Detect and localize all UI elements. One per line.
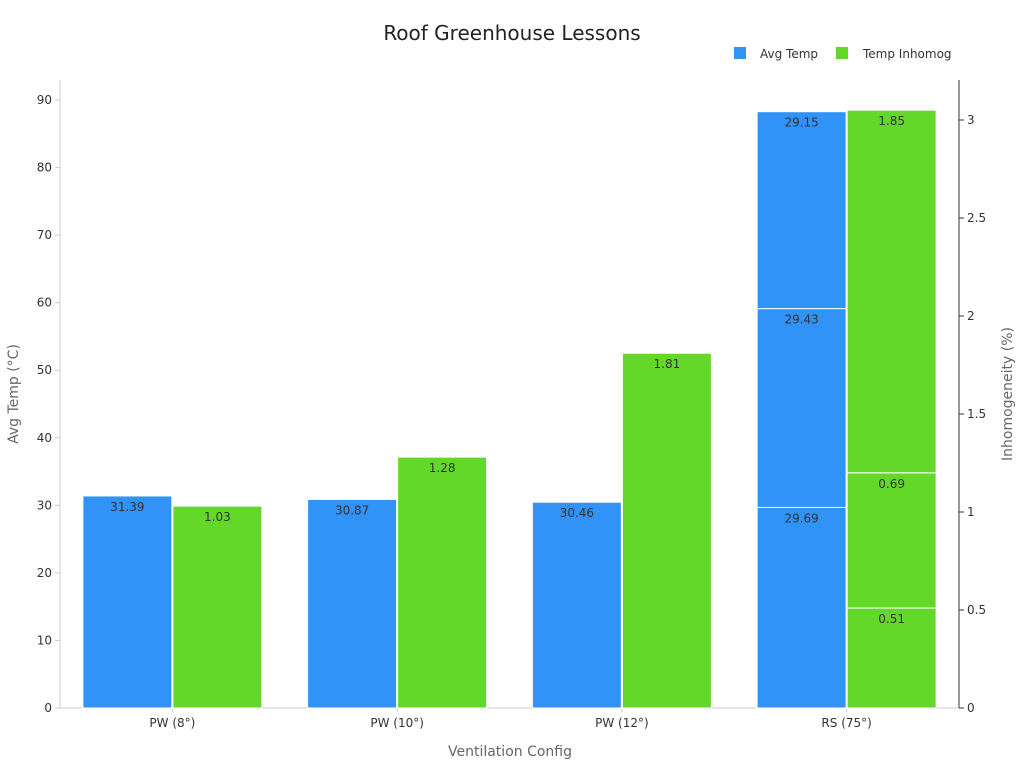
bar-avg-temp [82, 495, 173, 709]
y-tick-label: 70 [37, 228, 52, 242]
y-tick-label: 0 [44, 701, 52, 715]
y-tick-label: 90 [37, 93, 52, 107]
data-label: 0.69 [878, 477, 905, 491]
y-axis-ticks: 0 10 20 30 40 50 60 70 80 90 [37, 93, 60, 715]
data-label: 1.85 [878, 114, 905, 128]
data-labels: 31.39 1.03 30.87 1.28 30.46 1.81 29.69 29.43 29.… [110, 114, 905, 626]
data-label: 29.69 [784, 511, 818, 525]
bar-avg-temp [756, 506, 847, 709]
data-label: 1.81 [654, 357, 681, 371]
bar-temp-inhomog [846, 607, 937, 709]
x-axis-title: Ventilation Config [448, 744, 572, 760]
x-tick-label: RS (75°) [821, 716, 871, 730]
y-tick-label: 50 [37, 363, 52, 377]
data-label: 29.43 [784, 313, 818, 327]
y2-tick-label: 1 [967, 505, 975, 519]
bars [82, 109, 937, 709]
data-label: 29.15 [784, 116, 818, 130]
y2-tick-label: 3 [967, 113, 975, 127]
bar-temp-inhomog [621, 352, 712, 709]
bar-temp-inhomog [397, 456, 488, 709]
y-tick-label: 80 [37, 161, 52, 175]
y-axis-title: Avg Temp (°C) [6, 344, 22, 444]
y2-axis-title: Inhomogeneity (%) [1000, 327, 1016, 461]
bar-temp-inhomog [846, 472, 937, 609]
y2-tick-label: 2.5 [967, 211, 986, 225]
y-tick-label: 40 [37, 431, 52, 445]
bar-avg-temp [756, 111, 847, 310]
y2-tick-label: 1.5 [967, 407, 986, 421]
x-tick-label: PW (12°) [595, 716, 649, 730]
data-label: 0.51 [878, 612, 905, 626]
chart-title: Roof Greenhouse Lessons [383, 21, 640, 45]
legend-swatch-avg-temp [734, 47, 746, 59]
data-label: 1.03 [204, 510, 231, 524]
legend-swatch-temp-inhomog [836, 47, 848, 59]
data-label: 30.46 [560, 506, 594, 520]
legend: Avg Temp Temp Inhomog [734, 47, 952, 61]
legend-label-temp-inhomog: Temp Inhomog [862, 47, 952, 61]
y-tick-label: 20 [37, 566, 52, 580]
y2-axis-ticks: 0 0.5 1 1.5 2 2.5 3 [959, 113, 986, 715]
y-tick-label: 60 [37, 296, 52, 310]
x-axis-ticks: PW (8°) PW (10°) PW (12°) RS (75°) [149, 708, 872, 730]
y-tick-label: 10 [37, 633, 52, 647]
y-tick-label: 30 [37, 498, 52, 512]
bar-temp-inhomog [846, 109, 937, 474]
data-label: 30.87 [335, 503, 369, 517]
y2-tick-label: 2 [967, 309, 975, 323]
x-tick-label: PW (8°) [149, 716, 195, 730]
bar-avg-temp [531, 501, 622, 709]
y2-tick-label: 0.5 [967, 603, 986, 617]
legend-label-avg-temp: Avg Temp [760, 47, 818, 61]
bar-avg-temp [756, 308, 847, 508]
bar-temp-inhomog [172, 505, 263, 709]
data-label: 1.28 [429, 461, 456, 475]
bar-avg-temp [307, 498, 398, 709]
data-label: 31.39 [110, 500, 144, 514]
x-tick-label: PW (10°) [370, 716, 424, 730]
y2-tick-label: 0 [967, 701, 975, 715]
